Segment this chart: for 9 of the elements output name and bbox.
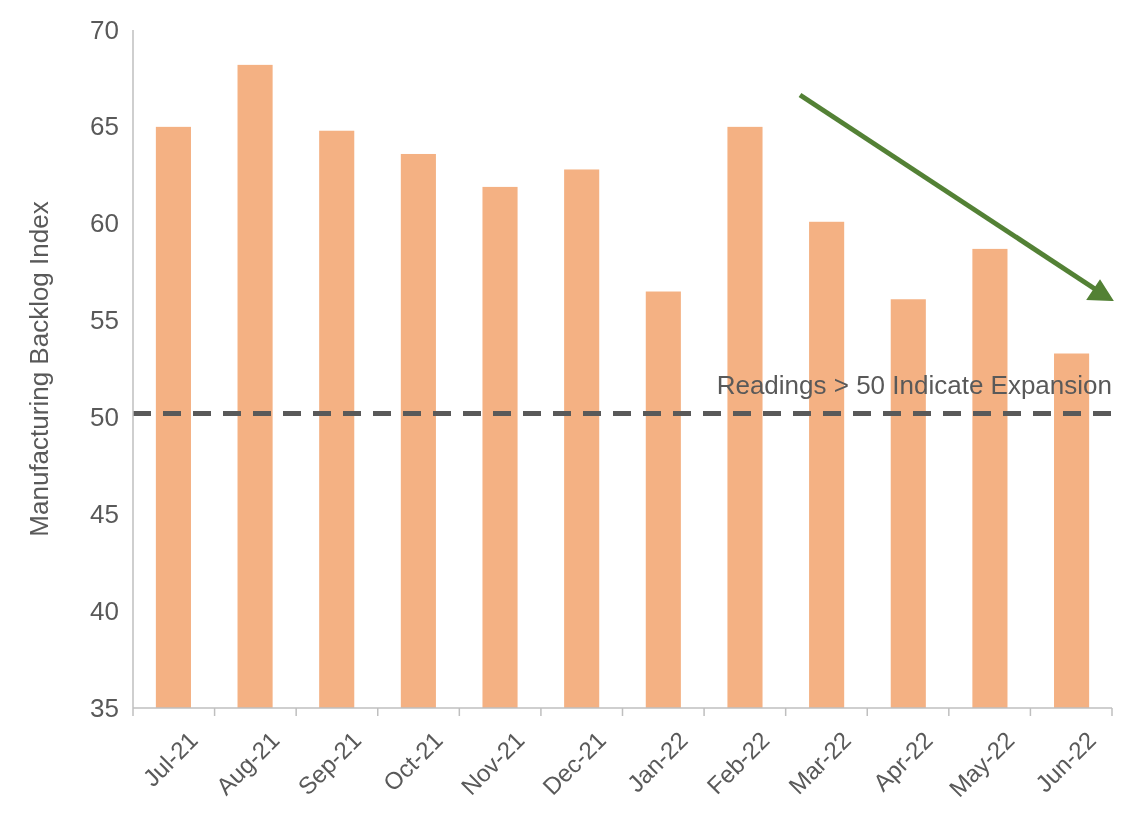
y-tick-label: 60: [90, 208, 119, 239]
y-tick-label: 55: [90, 305, 119, 336]
y-tick-label: 45: [90, 498, 119, 529]
y-tick-label: 40: [90, 595, 119, 626]
y-tick-label: 65: [90, 111, 119, 142]
y-tick-label: 70: [90, 14, 119, 45]
y-tick-label: 50: [90, 402, 119, 433]
y-axis-title: Manufacturing Backlog Index: [24, 201, 54, 537]
y-tick-label: 35: [90, 692, 119, 723]
